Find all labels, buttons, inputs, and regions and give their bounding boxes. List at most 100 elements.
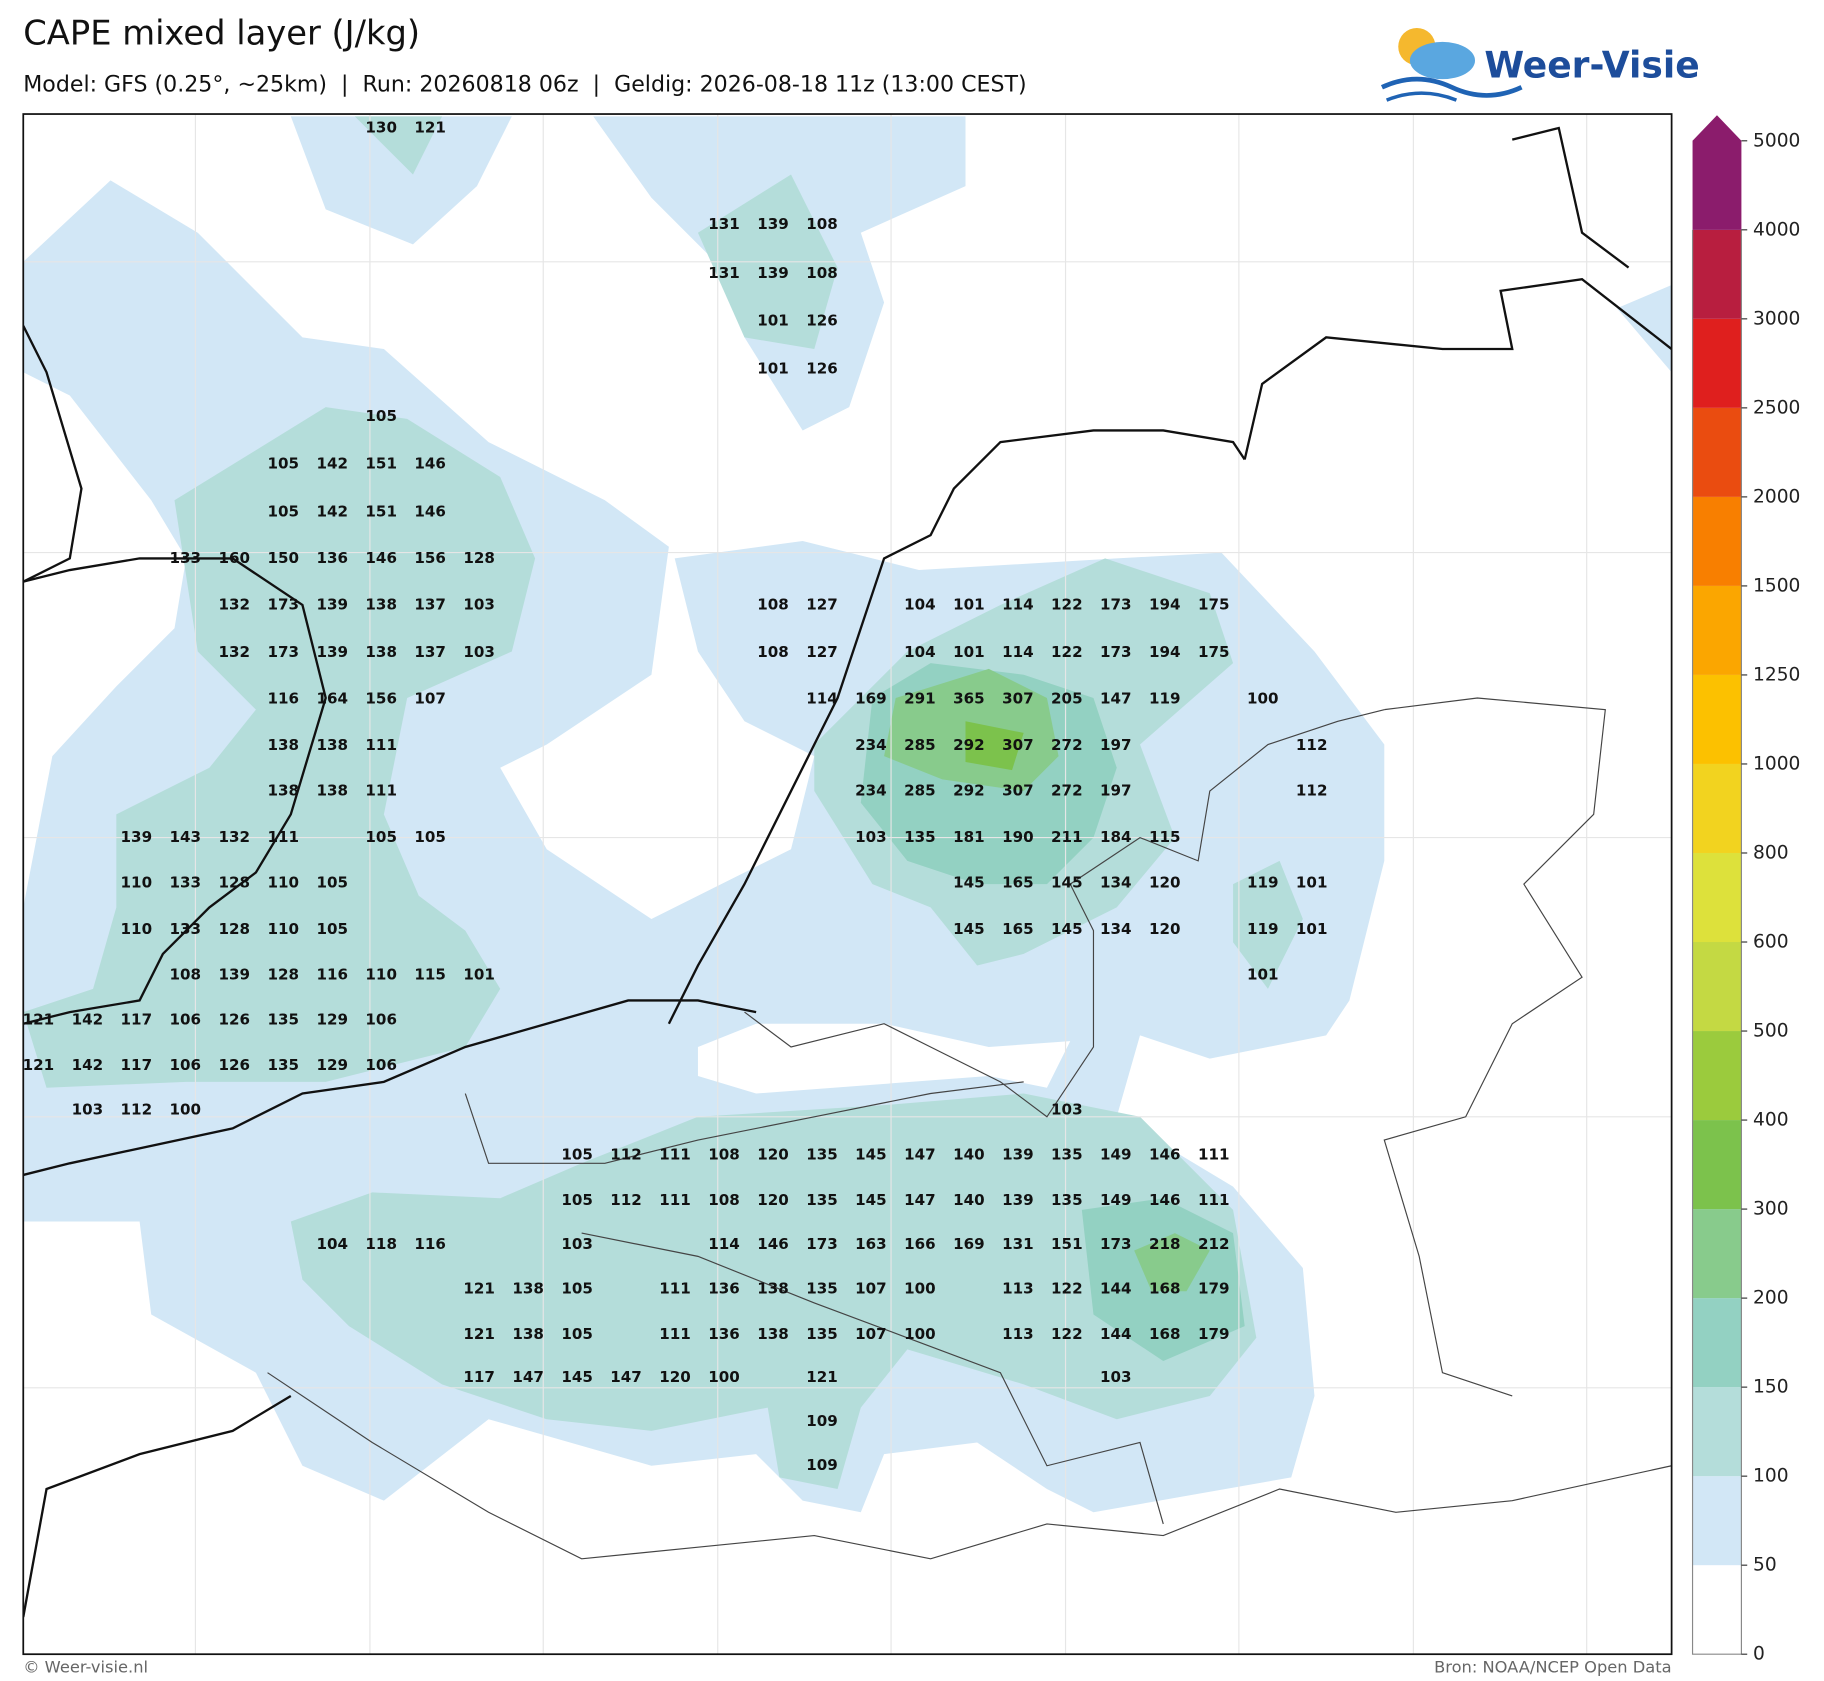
cape-value: 100: [904, 1279, 936, 1297]
cape-value: 137: [414, 643, 446, 661]
cape-value: 131: [708, 264, 740, 282]
footer-right: Bron: NOAA/NCEP Open Data: [1434, 1658, 1672, 1677]
colorbar-segment: [1692, 1476, 1742, 1566]
cape-value: 285: [904, 782, 936, 800]
cape-value: 100: [708, 1368, 740, 1386]
colorbar-tick-label: 1250: [1753, 664, 1800, 685]
cape-value: 131: [1002, 1235, 1034, 1253]
colorbar-segment: [1692, 1298, 1742, 1388]
cape-value: 108: [757, 643, 789, 661]
colorbar-tick-label: 2000: [1753, 486, 1800, 507]
cape-value: 142: [72, 1056, 104, 1074]
cape-value: 142: [316, 502, 348, 520]
cape-value: 138: [757, 1279, 789, 1297]
cape-value: 138: [512, 1325, 544, 1343]
cape-value: 111: [365, 736, 397, 754]
cape-value: 142: [316, 455, 348, 473]
cape-value: 139: [219, 965, 251, 983]
cape-value: 135: [806, 1191, 838, 1209]
colorbar-segment: [1692, 942, 1742, 1032]
cape-value: 173: [806, 1235, 838, 1253]
cape-value: 197: [1100, 736, 1132, 754]
cape-value: 122: [1051, 1279, 1083, 1297]
cape-value: 105: [561, 1146, 593, 1164]
cape-value: 144: [1100, 1325, 1132, 1343]
cape-value: 173: [1100, 643, 1132, 661]
value-labels: 130 121 131 139 108 131 139 108 101 126 101 126 105 1…: [23, 119, 1328, 1475]
colorbar-tick-label: 4000: [1753, 219, 1800, 240]
cape-value: 105: [365, 828, 397, 846]
cape-value: 151: [1051, 1235, 1083, 1253]
colorbar-tick-label: 150: [1753, 1377, 1789, 1398]
cape-value: 107: [855, 1325, 887, 1343]
cape-value: 291: [904, 690, 936, 708]
cape-value: 111: [1198, 1146, 1230, 1164]
colorbar-tick-label: 600: [1753, 932, 1789, 953]
cape-value: 138: [316, 782, 348, 800]
cape-value: 105: [316, 873, 348, 891]
cape-value: 166: [904, 1235, 936, 1253]
colorbar-segment: [1692, 852, 1742, 943]
cape-value: 101: [1247, 965, 1279, 983]
cape-value: 146: [365, 549, 397, 567]
cape-value: 147: [904, 1191, 936, 1209]
colorbar-segment: [1692, 229, 1742, 319]
colorbar-segment: [1692, 1565, 1742, 1655]
cape-value: 133: [170, 873, 202, 891]
cape-value: 145: [855, 1191, 887, 1209]
cape-value: 120: [1149, 873, 1181, 891]
colorbar-tick-label: 100: [1753, 1466, 1789, 1487]
cape-value: 112: [1296, 736, 1328, 754]
cape-value: 147: [1100, 690, 1132, 708]
cape-value: 135: [1051, 1191, 1083, 1209]
cape-value: 194: [1149, 595, 1181, 613]
cape-value: 138: [267, 736, 299, 754]
cape-value: 173: [267, 595, 299, 613]
map: 130 121 131 139 108 131 139 108 101 126 101 126 105 1…: [23, 114, 1672, 1655]
cape-value: 150: [267, 549, 299, 567]
cape-value: 100: [1247, 690, 1279, 708]
cape-value: 169: [855, 690, 887, 708]
cape-value: 139: [121, 828, 153, 846]
subtitle: Model: GFS (0.25°, ~25km) | Run: 2026081…: [23, 71, 1026, 97]
cape-value: 134: [1100, 920, 1132, 938]
cape-value: 119: [1247, 920, 1279, 938]
cape-value: 272: [1051, 782, 1083, 800]
cape-value: 101: [463, 965, 495, 983]
cape-value: 130: [365, 119, 397, 137]
cape-value: 128: [219, 873, 251, 891]
cape-value: 115: [414, 965, 446, 983]
cape-value: 129: [316, 1011, 348, 1029]
cape-value: 101: [1296, 920, 1328, 938]
colorbar-tick-label: 200: [1753, 1288, 1789, 1309]
cape-value: 140: [953, 1191, 985, 1209]
cape-value: 116: [316, 965, 348, 983]
cape-value: 116: [414, 1235, 446, 1253]
cape-value: 139: [316, 643, 348, 661]
colorbar-tick-label: 400: [1753, 1110, 1789, 1131]
cape-value: 111: [659, 1279, 691, 1297]
cape-value: 135: [806, 1146, 838, 1164]
cape-value: 115: [1149, 828, 1181, 846]
cape-value: 104: [316, 1235, 348, 1253]
cape-value: 307: [1002, 736, 1034, 754]
colorbar-segment: [1692, 763, 1742, 853]
cape-value: 128: [463, 549, 495, 567]
cape-value: 105: [267, 502, 299, 520]
cape-value: 111: [1198, 1191, 1230, 1209]
cape-value: 144: [1100, 1279, 1132, 1297]
colorbar-segment: [1692, 496, 1742, 586]
cape-value: 149: [1100, 1146, 1132, 1164]
cape-value: 121: [463, 1279, 495, 1297]
cape-value: 111: [659, 1146, 691, 1164]
colorbar-segment: [1692, 1120, 1742, 1210]
cape-value: 163: [855, 1235, 887, 1253]
cape-value: 145: [1051, 873, 1083, 891]
cape-value: 234: [855, 736, 887, 754]
colorbar-segment: [1692, 318, 1742, 408]
cape-value: 121: [414, 119, 446, 137]
cape-value: 120: [757, 1191, 789, 1209]
cape-value: 173: [267, 643, 299, 661]
cape-value: 117: [121, 1011, 153, 1029]
